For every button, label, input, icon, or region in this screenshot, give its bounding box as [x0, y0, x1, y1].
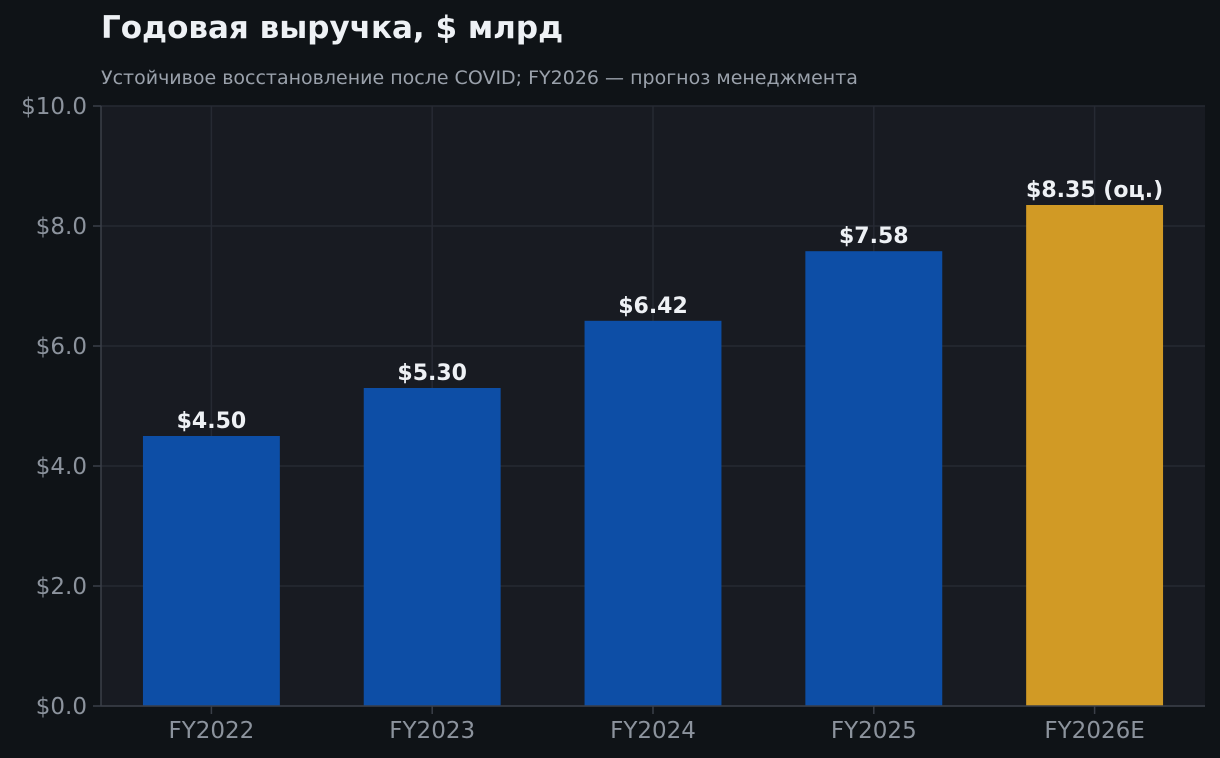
bar-fy2026e: [1026, 205, 1164, 706]
y-tick-label: $8.0: [36, 214, 87, 240]
y-tick-label: $6.0: [36, 334, 87, 360]
y-tick-label: $10.0: [21, 94, 87, 120]
data-labels-group: $4.50 $5.30 $6.42 $7.58 $8.35 (оц.): [177, 178, 1164, 434]
bar-fy2022: [142, 436, 280, 706]
chart-subtitle: Устойчивое восстановление после COVID; F…: [101, 67, 858, 89]
y-tick-label: $4.0: [36, 454, 87, 480]
data-label: $7.58: [839, 224, 909, 249]
chart-title: Годовая выручка, $ млрд: [101, 10, 563, 46]
x-tick-label: FY2025: [831, 718, 917, 744]
data-label: $5.30: [397, 361, 467, 386]
data-label: $8.35 (оц.): [1026, 178, 1163, 203]
data-label: $6.42: [618, 294, 688, 319]
bar-fy2023: [363, 388, 501, 706]
y-tick-label: $2.0: [36, 574, 87, 600]
x-tick-label: FY2024: [610, 718, 696, 744]
axes-group: $0.0 $2.0 $4.0 $6.0 $8.0 $10.0 FY2022 FY2023 FY2…: [21, 94, 1205, 744]
y-tick-label: $0.0: [36, 694, 87, 720]
bars-group: [142, 205, 1164, 706]
bar-fy2025: [805, 251, 943, 706]
bar-fy2024: [584, 320, 722, 706]
x-tick-label: FY2026E: [1044, 718, 1144, 744]
x-tick-label: FY2023: [389, 718, 475, 744]
x-tick-label: FY2022: [168, 718, 254, 744]
data-label: $4.50: [177, 409, 247, 434]
